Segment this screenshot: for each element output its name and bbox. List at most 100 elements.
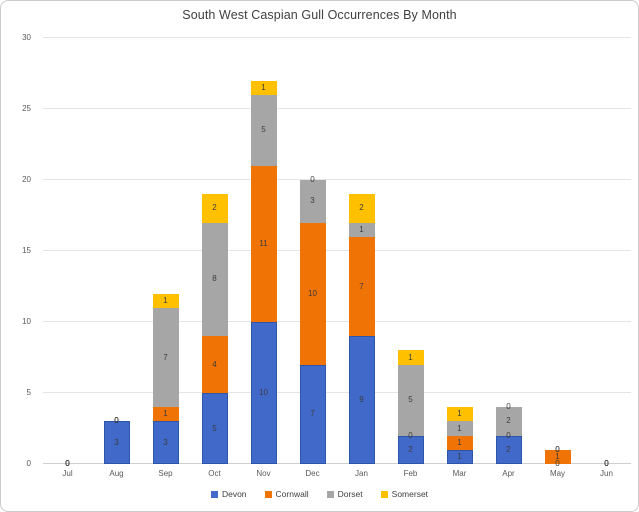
data-label-devon-apr: 2 xyxy=(506,444,511,454)
bar-oct: 5 4 8 2 xyxy=(201,38,228,464)
data-label-cornwall-jan: 7 xyxy=(359,281,364,291)
x-axis-tick-label-jul: Jul xyxy=(62,469,73,478)
bar-jan: 9 7 1 2 xyxy=(348,38,375,464)
y-axis-tick-label: 25 xyxy=(22,104,31,113)
x-axis-tick-label-apr: Apr xyxy=(502,469,515,478)
bar-segment-devon-apr xyxy=(495,435,522,464)
legend-swatch-dorset xyxy=(326,490,334,498)
data-label-somerset-aug: 0 xyxy=(114,416,119,426)
data-label-dorset-jun: 0 xyxy=(604,459,609,468)
gridline-15 xyxy=(43,250,631,251)
bar-segment-cornwall-dec xyxy=(299,222,326,365)
data-label-devon-mar: 1 xyxy=(457,451,462,461)
x-axis-tick-label-may: May xyxy=(549,469,566,478)
x-axis-tick-label-aug: Aug xyxy=(109,469,124,478)
data-label-devon-oct: 5 xyxy=(212,423,217,433)
legend-item-cornwall: Cornwall xyxy=(264,489,309,499)
y-axis-tick-label: 5 xyxy=(26,388,31,398)
data-label-devon-jun: 0 xyxy=(604,459,609,468)
bar-sep: 3 1 7 1 xyxy=(152,38,179,464)
x-axis-tick-label-jun: Jun xyxy=(600,469,613,478)
data-label-somerset-nov: 1 xyxy=(261,82,266,92)
data-label-somerset-oct: 2 xyxy=(212,203,217,213)
bar-segment-devon-nov xyxy=(250,322,277,464)
legend-swatch-somerset xyxy=(380,490,388,498)
legend-label-cornwall: Cornwall xyxy=(275,489,309,499)
bar-segment-cornwall-may xyxy=(544,449,571,464)
gridline-0 xyxy=(43,463,631,464)
x-axis-tick-label-jan: Jan xyxy=(355,469,368,478)
month-cell-dec: 7 10 3 0 xyxy=(288,38,337,464)
gridline-20 xyxy=(43,179,631,181)
y-axis-tick-label: 30 xyxy=(22,33,31,42)
legend-item-dorset: Dorset xyxy=(326,489,363,499)
data-label-dorset-nov: 5 xyxy=(261,125,266,135)
data-label-somerset-mar: 1 xyxy=(457,409,462,419)
chart-title: South West Caspian Gull Occurrences By M… xyxy=(182,8,457,22)
data-label-cornwall-nov: 11 xyxy=(259,238,268,248)
bar-segment-cornwall-mar xyxy=(446,435,473,450)
gridline-30 xyxy=(43,37,631,38)
legend: Devon Cornwall Dorset Somerset xyxy=(1,489,638,499)
bar-nov: 10 11 5 1 xyxy=(250,38,277,464)
x-axis-tick-label-sep: Sep xyxy=(158,469,173,478)
bar-segment-devon-feb xyxy=(397,435,424,464)
data-label-somerset-jan: 2 xyxy=(359,203,364,213)
data-label-somerset-sep: 1 xyxy=(163,295,168,305)
month-cell-oct: 5 4 8 2 xyxy=(190,38,239,464)
data-label-dorset-oct: 8 xyxy=(212,274,217,284)
bar-segment-somerset-nov xyxy=(250,80,277,95)
bar-segment-somerset-sep xyxy=(152,293,179,308)
bar-segment-cornwall-jan xyxy=(348,236,375,337)
data-label-dorset-jul: 0 xyxy=(65,459,70,468)
bar-segment-devon-aug xyxy=(103,421,130,464)
data-label-cornwall-jul: 0 xyxy=(65,459,70,468)
data-label-devon-jul: 0 xyxy=(65,459,70,468)
data-label-dorset-aug: 0 xyxy=(114,416,119,426)
month-cell-sep: 3 1 7 1 xyxy=(141,38,190,464)
data-label-devon-feb: 2 xyxy=(408,444,413,454)
x-axis-tick-label-oct: Oct xyxy=(208,469,221,478)
data-label-dorset-feb: 5 xyxy=(408,395,413,405)
data-label-cornwall-may: 1 xyxy=(555,451,560,461)
bar-mar: 1 1 1 1 xyxy=(446,38,473,464)
bar-dec: 7 10 3 0 xyxy=(299,38,326,464)
data-label-devon-nov: 10 xyxy=(259,388,268,398)
data-label-somerset-jul: 0 xyxy=(65,459,70,468)
month-cell-nov: 10 11 5 1 xyxy=(239,38,288,464)
bar-segment-dorset-dec xyxy=(299,180,326,223)
data-label-somerset-dec: 0 xyxy=(310,175,315,185)
y-axis-tick-label: 15 xyxy=(22,246,31,255)
data-label-cornwall-oct: 4 xyxy=(212,359,217,369)
bar-segment-dorset-mar xyxy=(446,421,473,436)
data-label-somerset-jun: 0 xyxy=(604,459,609,468)
y-axis-tick-label: 10 xyxy=(22,317,31,327)
data-label-dorset-may: 0 xyxy=(555,444,560,454)
data-label-cornwall-jun: 0 xyxy=(604,459,609,468)
data-label-dorset-mar: 1 xyxy=(457,423,462,433)
bar-segment-devon-oct xyxy=(201,393,228,464)
y-axis: 0 5 10 15 20 25 30 xyxy=(1,33,37,468)
month-cell-jan: 9 7 1 2 xyxy=(337,38,386,464)
legend-item-devon: Devon xyxy=(210,489,247,499)
bar-segment-cornwall-oct xyxy=(201,336,228,394)
bar-segment-dorset-nov xyxy=(250,94,277,166)
legend-label-somerset: Somerset xyxy=(391,489,429,499)
bar-segment-dorset-oct xyxy=(201,222,228,337)
data-label-devon-may: 0 xyxy=(555,459,560,468)
legend-item-somerset: Somerset xyxy=(380,489,429,499)
bars-row: 0 0 0 0 3 0 0 0 3 1 7 1 5 4 8 2 10 11 5 1 7 10 3 0 9 7 1 2 2 0 5 1 1 1 1 1 2… xyxy=(43,38,631,468)
y-axis-tick-label: 20 xyxy=(22,175,31,185)
data-label-dorset-apr: 2 xyxy=(506,416,511,426)
x-axis-tick-label-nov: Nov xyxy=(256,469,271,478)
bar-segment-dorset-jan xyxy=(348,222,375,237)
data-label-cornwall-feb: 0 xyxy=(408,430,413,440)
data-label-somerset-feb: 1 xyxy=(408,352,413,362)
x-axis-tick-label-feb: Feb xyxy=(403,469,418,478)
data-label-cornwall-sep: 1 xyxy=(163,409,168,419)
